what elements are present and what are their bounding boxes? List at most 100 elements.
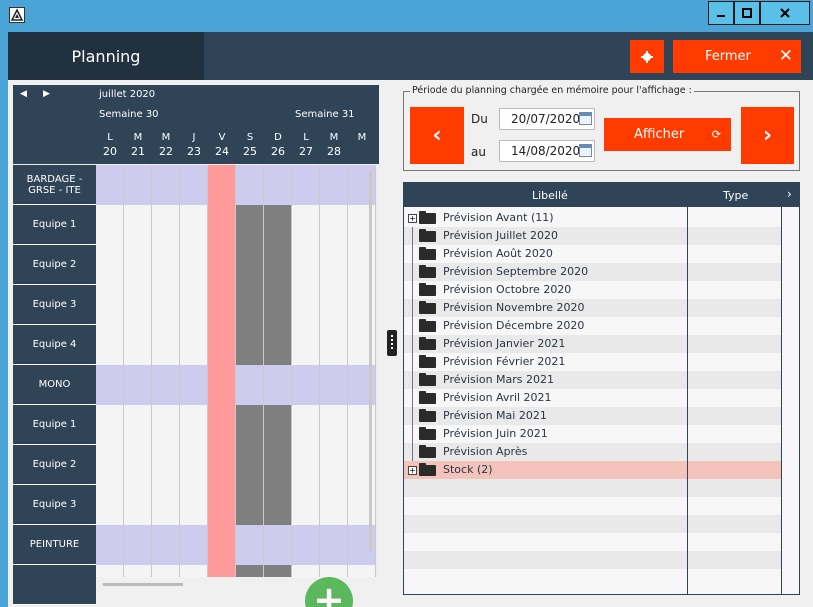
vertical-scrollbar[interactable] [369,171,372,551]
planning-cell[interactable] [320,205,348,245]
planning-cell[interactable] [152,525,180,565]
planning-cell[interactable] [180,165,208,205]
planning-cell[interactable] [264,565,292,577]
planning-cell[interactable] [320,565,348,577]
planning-cell[interactable] [236,405,264,445]
planning-cell[interactable] [124,245,152,285]
planning-cell[interactable] [208,165,236,205]
planning-cell[interactable] [264,485,292,525]
planning-cell[interactable] [236,325,264,365]
planning-cell[interactable] [264,245,292,285]
expand-icon[interactable]: + [408,214,417,223]
tree-row[interactable]: Prévision Janvier 2021 [404,335,782,353]
planning-cell[interactable] [264,325,292,365]
planning-cell[interactable] [264,525,292,565]
prev-month-icon[interactable]: ◀ [20,89,27,99]
planning-cell[interactable] [236,285,264,325]
planning-cell[interactable] [124,445,152,485]
team-row-label[interactable]: Equipe 2 [13,245,96,285]
planning-cell[interactable] [320,405,348,445]
minimize-button[interactable] [708,1,734,25]
expand-icon[interactable]: + [408,466,417,475]
planning-cell[interactable] [320,445,348,485]
tree-row[interactable]: Prévision Décembre 2020 [404,317,782,335]
planning-cell[interactable] [152,325,180,365]
planning-cell[interactable] [208,285,236,325]
show-button[interactable]: Afficher ⟳ [604,118,731,151]
planning-cell[interactable] [264,205,292,245]
team-row-label[interactable]: Equipe 1 [13,205,96,245]
tree-row[interactable]: Prévision Juin 2021 [404,425,782,443]
planning-cell[interactable] [152,285,180,325]
tree-row[interactable]: Prévision Novembre 2020 [404,299,782,317]
team-row-label[interactable]: Equipe 1 [13,405,96,445]
planning-cell[interactable] [208,445,236,485]
planning-cell[interactable] [124,405,152,445]
planning-grid[interactable] [96,165,379,577]
planning-cell[interactable] [264,445,292,485]
planning-cell[interactable] [124,325,152,365]
to-date-field[interactable]: 14/08/2020 [499,140,595,162]
planning-cell[interactable] [96,485,124,525]
planning-cell[interactable] [180,325,208,365]
team-row-label[interactable]: Equipe 3 [13,485,96,525]
add-button[interactable]: + [305,577,353,607]
planning-cell[interactable] [264,405,292,445]
planning-cell[interactable] [180,485,208,525]
window-close-button[interactable] [760,1,810,25]
planning-cell[interactable] [292,525,320,565]
close-button[interactable]: Fermer ✕ [673,40,801,73]
tree-row[interactable]: + Stock (2) [404,461,782,479]
group-row-label[interactable]: BARDAGE - GRSE - ITE [13,165,96,205]
planning-cell[interactable] [236,485,264,525]
tree-row[interactable]: + Prévision Avant (11) [404,209,782,227]
planning-cell[interactable] [320,245,348,285]
planning-cell[interactable] [292,365,320,405]
planning-cell[interactable] [124,565,152,577]
planning-cell[interactable] [180,365,208,405]
planning-cell[interactable] [180,565,208,577]
planning-cell[interactable] [208,365,236,405]
next-period-button[interactable]: › [741,107,794,164]
chevron-right-icon[interactable]: › [787,187,792,201]
planning-cell[interactable] [208,245,236,285]
planning-cell[interactable] [152,165,180,205]
tree-row[interactable]: Prévision Février 2021 [404,353,782,371]
planning-cell[interactable] [152,205,180,245]
planning-cell[interactable] [208,525,236,565]
planning-cell[interactable] [208,565,236,577]
planning-cell[interactable] [96,205,124,245]
planning-cell[interactable] [264,285,292,325]
maximize-button[interactable] [734,1,760,25]
tree-row[interactable]: Prévision Septembre 2020 [404,263,782,281]
planning-cell[interactable] [96,365,124,405]
planning-cell[interactable] [292,485,320,525]
planning-cell[interactable] [96,165,124,205]
planning-cell[interactable] [236,525,264,565]
planning-cell[interactable] [264,365,292,405]
tree-row[interactable]: Prévision Mai 2021 [404,407,782,425]
tree-row[interactable]: Prévision Mars 2021 [404,371,782,389]
from-date-field[interactable]: 20/07/2020 [499,108,595,130]
planning-cell[interactable] [236,165,264,205]
tree-row[interactable]: Prévision Juillet 2020 [404,227,782,245]
team-row-label[interactable] [13,565,96,605]
planning-cell[interactable] [348,565,376,577]
planning-cell[interactable] [180,205,208,245]
planning-cell[interactable] [292,405,320,445]
planning-cell[interactable] [320,525,348,565]
planning-cell[interactable] [124,365,152,405]
tree-row[interactable]: Prévision Avril 2021 [404,389,782,407]
planning-cell[interactable] [320,365,348,405]
planning-cell[interactable] [124,485,152,525]
planning-cell[interactable] [152,445,180,485]
planning-cell[interactable] [96,565,124,577]
previous-period-button[interactable]: ‹ [410,107,464,164]
planning-cell[interactable] [180,525,208,565]
planning-cell[interactable] [320,165,348,205]
planning-cell[interactable] [124,165,152,205]
planning-cell[interactable] [292,325,320,365]
planning-cell[interactable] [292,205,320,245]
planning-cell[interactable] [96,445,124,485]
planning-cell[interactable] [264,165,292,205]
